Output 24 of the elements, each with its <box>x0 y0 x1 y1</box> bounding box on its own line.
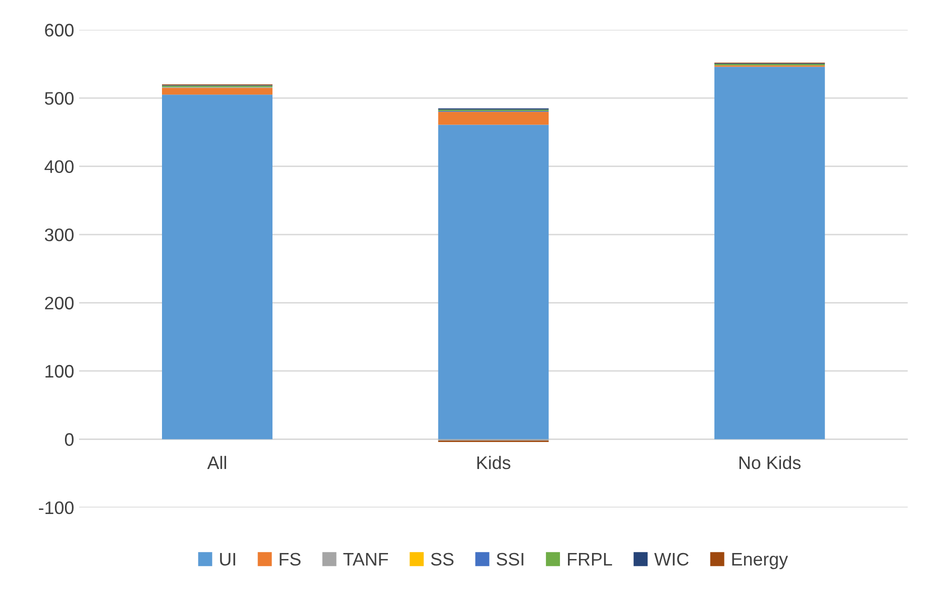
y-tick-label: 500 <box>44 92 74 105</box>
legend-label: UI <box>220 553 236 566</box>
bar <box>438 112 549 125</box>
y-tick-label: 400 <box>44 160 74 174</box>
y-tick-label: 200 <box>45 296 74 310</box>
y-tick-label: 600 <box>45 24 74 37</box>
legend-label: FS <box>280 552 301 566</box>
y-tick-label: 300 <box>44 228 74 242</box>
legend-label: FRPL <box>568 553 612 566</box>
bar <box>438 124 549 440</box>
x-tick-label: Kids <box>477 456 510 470</box>
x-tick-label: All <box>207 456 226 469</box>
y-tick-label: 0 <box>64 433 74 446</box>
legend-label: WIC <box>654 552 689 566</box>
y-tick-label: -100 <box>38 501 74 514</box>
y-tick-label: 100 <box>46 364 74 378</box>
legend-label: SS <box>431 552 454 566</box>
bar <box>162 94 272 440</box>
legend-label: Energy <box>732 553 788 570</box>
legend-label: TANF <box>343 553 388 566</box>
bar <box>714 66 825 440</box>
x-tick-label: No Kids <box>740 456 801 470</box>
bar <box>162 88 272 95</box>
legend-label: SSI <box>496 552 524 566</box>
